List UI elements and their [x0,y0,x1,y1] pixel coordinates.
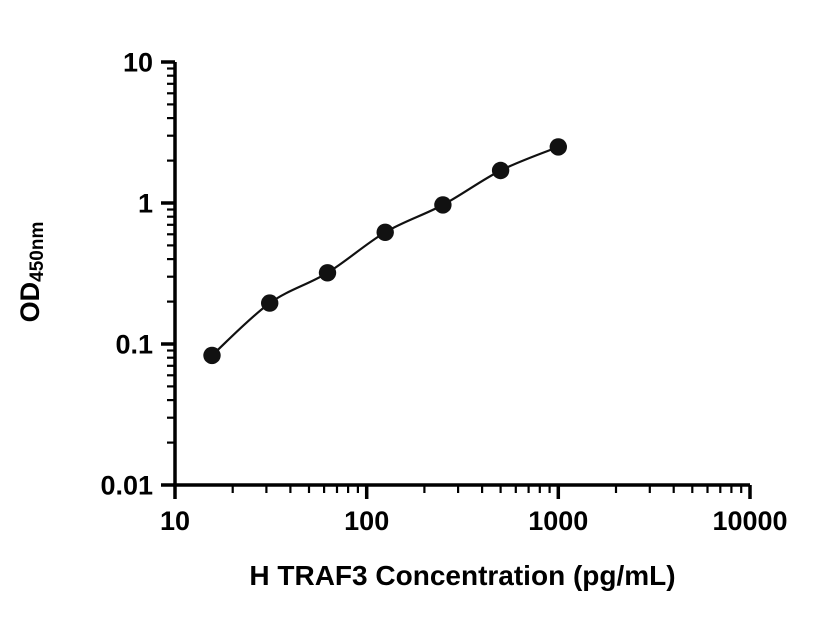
x-tick-label: 1000 [528,506,588,536]
data-point [376,223,394,241]
y-axis-label-main: OD [15,281,45,323]
x-axis-title: H TRAF3 Concentration (pg/mL) [249,560,676,591]
y-axis-label-subscript: 450nm [27,221,48,282]
data-point [261,294,279,312]
x-tick-label: 10000 [712,506,787,536]
data-point [491,161,510,180]
data-point [434,196,452,214]
data-point [318,264,337,282]
y-tick-label: 10 [123,48,153,78]
data-point [203,346,221,365]
standard-curve-line [211,145,559,357]
y-axis-title: OD450nm [15,172,51,372]
y-tick-label: 1 [138,189,153,219]
y-tick-label: 0.1 [115,330,153,360]
y-tick-label: 0.01 [100,471,153,501]
x-tick-label: 100 [344,506,389,536]
x-tick-label: 10 [160,506,190,536]
data-point [549,138,567,156]
